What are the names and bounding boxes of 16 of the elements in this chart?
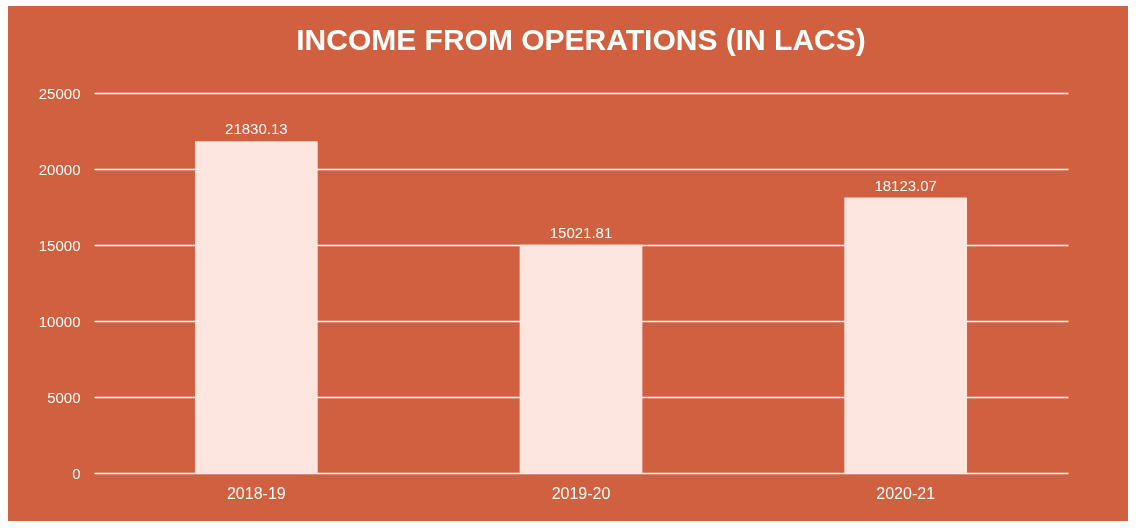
y-tick-label: 20000 [38,160,81,178]
data-label: 21830.13 [225,120,288,138]
data-label: 15021.81 [549,223,613,241]
bar [519,244,643,473]
x-tick-label: 2020-21 [876,484,936,502]
bar [844,197,968,473]
x-tick-label: 2018-19 [226,484,286,502]
x-tick-label: 2019-20 [551,484,611,502]
y-tick-label: 5000 [47,388,81,406]
chart-title: INCOME FROM OPERATIONS (IN LACS) [296,23,866,56]
data-label: 18123.07 [874,176,937,194]
y-tick-label: 25000 [38,84,81,102]
y-tick-label: 0 [72,464,81,482]
bar [194,141,318,473]
y-tick-label: 15000 [38,236,81,254]
y-tick-label: 10000 [38,312,81,330]
